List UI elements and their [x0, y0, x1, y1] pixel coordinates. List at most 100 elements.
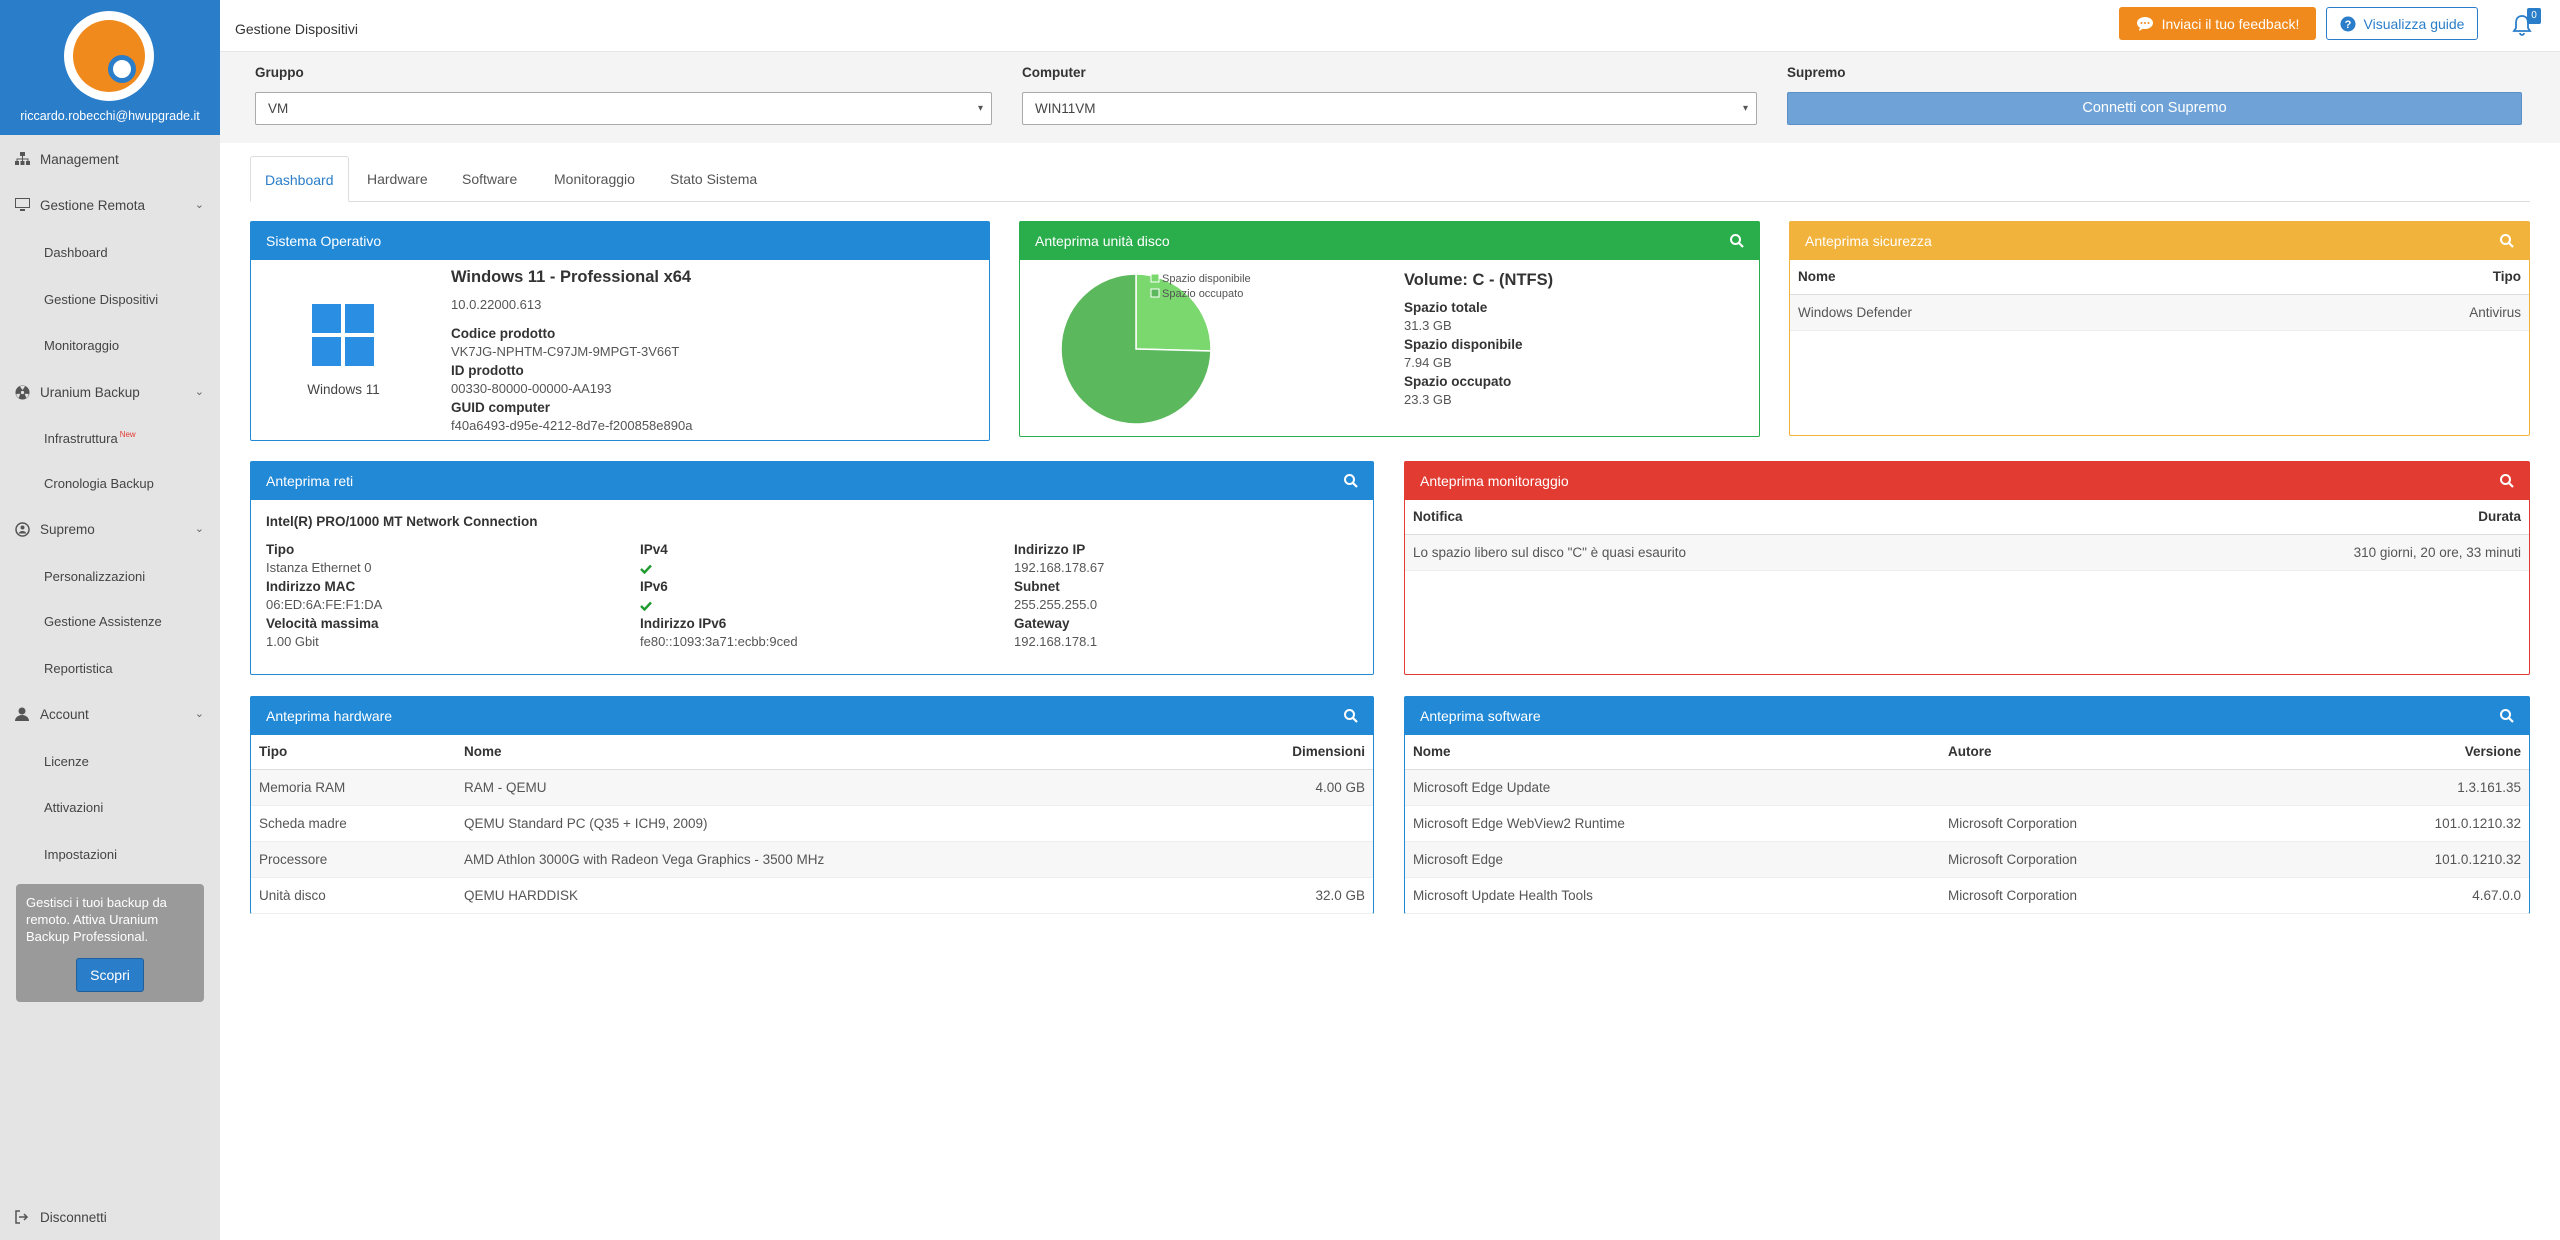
- sidebar-item-impostazioni[interactable]: Impostazioni: [0, 837, 220, 871]
- hw-nome: QEMU Standard PC (Q35 + ICH9, 2009): [456, 805, 1198, 842]
- guide-button[interactable]: ? Visualizza guide: [2326, 7, 2478, 40]
- monitoring-panel-title: Anteprima monitoraggio: [1420, 473, 1569, 489]
- speed-value: 1.00 Gbit: [266, 634, 319, 649]
- search-icon[interactable]: [1729, 233, 1745, 249]
- gruppo-select[interactable]: VM ▾: [255, 92, 992, 125]
- search-icon[interactable]: [1343, 473, 1359, 489]
- sidebar-item-label: Management: [40, 151, 119, 167]
- sidebar-item-label: Disconnetti: [40, 1209, 107, 1225]
- logo-mark: [73, 20, 145, 92]
- sw-autore: Microsoft Corporation: [1940, 877, 2286, 914]
- search-icon[interactable]: [2499, 708, 2515, 724]
- hw-nome: RAM - QEMU: [456, 769, 1198, 806]
- legend-swatch-used: [1150, 288, 1160, 298]
- sidebar-item-gestione-remota[interactable]: Gestione Remota ⌄: [0, 188, 220, 222]
- sidebar-item-label: Dashboard: [44, 244, 108, 260]
- search-icon[interactable]: [1343, 708, 1359, 724]
- ipv6-address: fe80::1093:3a71:ecbb:9ced: [640, 634, 798, 649]
- sidebar-item-infrastruttura[interactable]: Infrastruttura New: [0, 421, 220, 455]
- sidebar-item-label: Gestione Dispositivi: [44, 291, 159, 307]
- hw-tipo: Memoria RAM: [251, 769, 456, 806]
- sw-versione: 4.67.0.0: [2285, 877, 2529, 914]
- ipv6-address-label: Indirizzo IPv6: [640, 616, 727, 631]
- sidebar-item-label: Licenze: [44, 753, 89, 769]
- tab-bar: Dashboard Hardware Software Monitoraggio…: [250, 156, 2530, 202]
- sidebar-item-uranium-backup[interactable]: Uranium Backup ⌄: [0, 375, 220, 409]
- hw-dim: 32.0 GB: [1197, 877, 1373, 914]
- page-title: Gestione Dispositivi: [235, 21, 358, 37]
- sidebar-item-disconnetti[interactable]: Disconnetti: [0, 1200, 220, 1234]
- hw-dim: 4.00 GB: [1197, 769, 1373, 806]
- sw-nome: Microsoft Edge WebView2 Runtime: [1405, 805, 1940, 842]
- comment-icon: [2136, 16, 2153, 31]
- table-header-row: Nome Tipo: [1790, 260, 2529, 295]
- software-panel-title: Anteprima software: [1420, 708, 1541, 724]
- search-icon[interactable]: [2499, 473, 2515, 489]
- tab-software[interactable]: Software: [462, 171, 518, 187]
- chevron-down-icon: ▾: [977, 103, 983, 114]
- col-dimensioni: Dimensioni: [1197, 735, 1373, 770]
- legend-swatch-free: [1150, 273, 1160, 283]
- col-nome: Nome: [1405, 735, 1940, 770]
- user-email: riccardo.robecchi@hwupgrade.it: [20, 109, 200, 123]
- sign-out-icon: [14, 1209, 30, 1225]
- sw-autore: Microsoft Corporation: [1940, 805, 2286, 842]
- app-logo[interactable]: [64, 11, 154, 101]
- subnet-label: Subnet: [1014, 579, 1060, 594]
- network-panel: Anteprima reti Intel(R) PRO/1000 MT Netw…: [250, 461, 1374, 675]
- pie-slice-free: [1135, 273, 1212, 352]
- feedback-button[interactable]: Inviaci il tuo feedback!: [2119, 7, 2316, 40]
- sidebar-item-dashboard[interactable]: Dashboard: [0, 235, 220, 269]
- sidebar-item-licenze[interactable]: Licenze: [0, 744, 220, 778]
- col-autore: Autore: [1940, 735, 2286, 770]
- supremo-icon: [14, 521, 30, 537]
- table-row: Microsoft Update Health Tools Microsoft …: [1405, 877, 2529, 914]
- sidebar-item-label: Personalizzazioni: [44, 568, 146, 584]
- ipv6-label: IPv6: [640, 579, 668, 594]
- sidebar-item-personalizzazioni[interactable]: Personalizzazioni: [0, 559, 220, 593]
- sidebar-item-supremo[interactable]: Supremo ⌄: [0, 512, 220, 546]
- computer-label: Computer: [1022, 65, 1086, 80]
- hw-tipo: Processore: [251, 841, 456, 878]
- monitoring-panel: Anteprima monitoraggio Notifica Durata L…: [1404, 461, 2530, 675]
- sidebar-item-cronologia-backup[interactable]: Cronologia Backup: [0, 466, 220, 500]
- table-header-row: Nome Autore Versione: [1405, 735, 2529, 770]
- check-icon: [640, 562, 652, 577]
- col-versione: Versione: [2285, 735, 2529, 770]
- tab-monitoraggio[interactable]: Monitoraggio: [554, 171, 635, 187]
- os-logo-label: Windows 11: [307, 382, 380, 397]
- search-icon[interactable]: [2499, 233, 2515, 249]
- sidebar-item-gestione-dispositivi[interactable]: Gestione Dispositivi: [0, 282, 220, 316]
- sidebar-item-monitoraggio[interactable]: Monitoraggio: [0, 328, 220, 362]
- table-row: Lo spazio libero sul disco "C" è quasi e…: [1405, 534, 2529, 571]
- guid-value: f40a6493-d95e-4212-8d7e-f200858e890a: [451, 418, 693, 433]
- sidebar-item-label: Infrastruttura: [44, 430, 118, 446]
- tab-dashboard[interactable]: Dashboard: [250, 156, 349, 202]
- security-type: Antivirus: [2275, 294, 2529, 331]
- connect-supremo-button[interactable]: Connetti con Supremo: [1787, 92, 2522, 125]
- sidebar-item-label: Gestione Remota: [40, 197, 146, 213]
- product-id-label: ID prodotto: [451, 363, 524, 378]
- sidebar-item-attivazioni[interactable]: Attivazioni: [0, 790, 220, 824]
- col-nome: Nome: [456, 735, 1198, 770]
- sidebar-item-reportistica[interactable]: Reportistica: [0, 651, 220, 685]
- computer-select[interactable]: WIN11VM ▾: [1022, 92, 1757, 125]
- sidebar-item-management[interactable]: Management: [0, 142, 220, 176]
- monitoring-panel-header: Anteprima monitoraggio: [1405, 462, 2529, 500]
- gateway-label: Gateway: [1014, 616, 1070, 631]
- sidebar-item-gestione-assistenze[interactable]: Gestione Assistenze: [0, 604, 220, 638]
- legend-used-label: Spazio occupato: [1162, 288, 1243, 300]
- monitoring-table: Notifica Durata Lo spazio libero sul dis…: [1405, 500, 2529, 571]
- sidebar-item-account[interactable]: Account ⌄: [0, 697, 220, 731]
- tab-hardware[interactable]: Hardware: [367, 171, 428, 187]
- desktop-icon: [14, 197, 30, 213]
- bell-icon[interactable]: [2512, 14, 2536, 38]
- os-version: 10.0.22000.613: [451, 297, 542, 312]
- total-space-label: Spazio totale: [1404, 300, 1488, 315]
- scopri-button[interactable]: Scopri: [76, 958, 144, 992]
- filter-bar: Gruppo VM ▾ Computer WIN11VM ▾ Supremo C…: [220, 52, 2560, 143]
- tab-stato-sistema[interactable]: Stato Sistema: [670, 171, 758, 187]
- sidebar-item-label: Impostazioni: [44, 846, 117, 862]
- brand-header: riccardo.robecchi@hwupgrade.it: [0, 0, 220, 135]
- disk-panel-title: Anteprima unità disco: [1035, 233, 1170, 249]
